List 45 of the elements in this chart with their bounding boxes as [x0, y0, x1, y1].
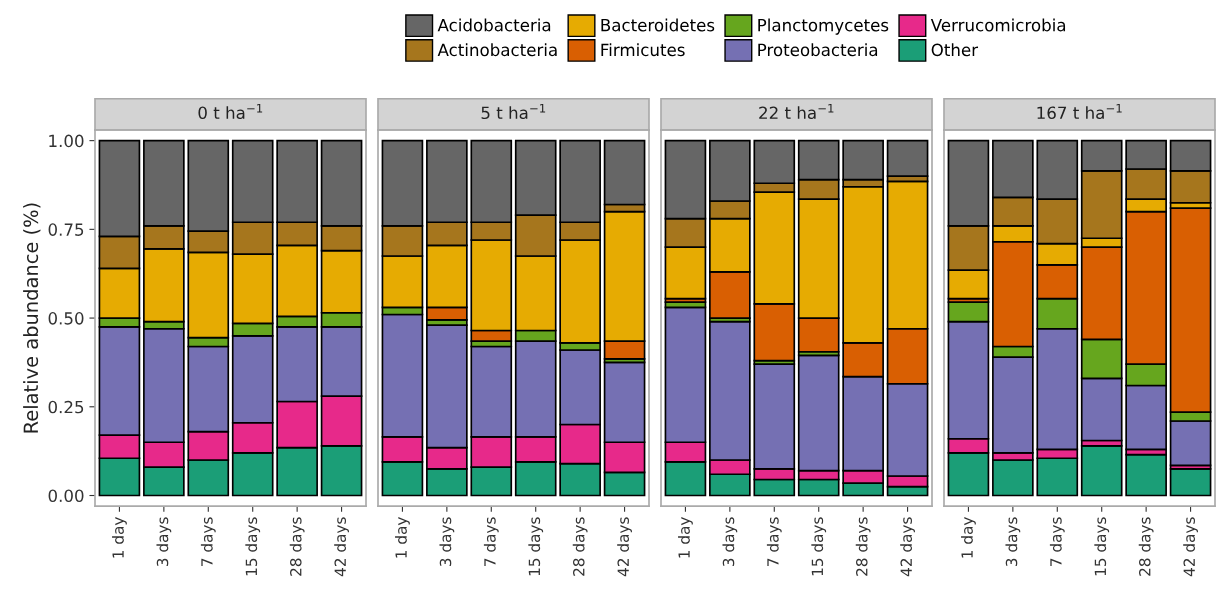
x-tick-label: 42 days — [900, 517, 915, 577]
x-tick-label: 15 days — [1094, 517, 1110, 576]
x-tick-label: 3 days — [156, 517, 172, 567]
bar — [1125, 453, 1167, 497]
x-tick-label: 1 day — [112, 517, 127, 558]
x-tick-label: 42 days — [334, 517, 349, 577]
x-tick-label: 28 days — [855, 517, 871, 576]
x-tick-label: 15 days — [811, 517, 827, 576]
y-tick-label: 1.00 — [49, 134, 84, 148]
x-tick-label: 7 days — [200, 517, 216, 566]
y-tick-label: 0.00 — [48, 489, 84, 503]
x-tick-label: 3 days — [439, 517, 455, 567]
x-tick-label: 28 days — [572, 517, 588, 576]
legend-label: Verrucomicrobia — [930, 18, 1066, 32]
chart-title: 22 t ha$^{−1}$ — [759, 103, 834, 120]
x-tick-label: 15 days — [528, 517, 544, 576]
legend-label: Bacteroidetes — [601, 18, 715, 32]
chart-title: 0 t ha$^{−1}$ — [198, 103, 263, 120]
chart-title: 5 t ha$^{−1}$ — [481, 103, 546, 120]
y-tick-label: 0.50 — [48, 312, 84, 325]
x-tick-label: 28 days — [289, 517, 305, 576]
bar — [1080, 444, 1123, 497]
x-tick-label: 42 days — [1183, 517, 1198, 577]
x-tick-label: 7 days — [766, 517, 782, 566]
y-tick-label: 0.75 — [48, 223, 84, 236]
y-tick-label: 0.25 — [48, 400, 84, 414]
legend-label: Planctomycetes — [758, 18, 889, 35]
x-tick-label: 15 days — [245, 517, 261, 576]
x-tick-label: 3 days — [722, 517, 738, 567]
x-tick-label: 3 days — [1005, 517, 1021, 567]
legend-label: Firmicutes — [601, 43, 685, 57]
x-tick-label: 1 day — [678, 517, 693, 558]
legend-label: Acidobacteria — [437, 18, 551, 32]
bar — [1169, 468, 1212, 497]
x-tick-label: 7 days — [483, 517, 499, 566]
x-tick-label: 42 days — [617, 517, 632, 577]
y-axis-title: Relative abundance (%) — [23, 203, 41, 433]
legend-label: Proteobacteria — [758, 43, 878, 57]
chart-title: 167 t ha$^{−1}$ — [1037, 103, 1122, 120]
legend-label: Other — [931, 43, 979, 57]
x-tick-label: 1 day — [395, 517, 410, 558]
x-tick-label: 1 day — [961, 517, 976, 558]
legend-label: Actinobacteria — [437, 43, 557, 57]
x-tick-label: 28 days — [1138, 517, 1154, 576]
x-tick-label: 7 days — [1049, 517, 1065, 566]
